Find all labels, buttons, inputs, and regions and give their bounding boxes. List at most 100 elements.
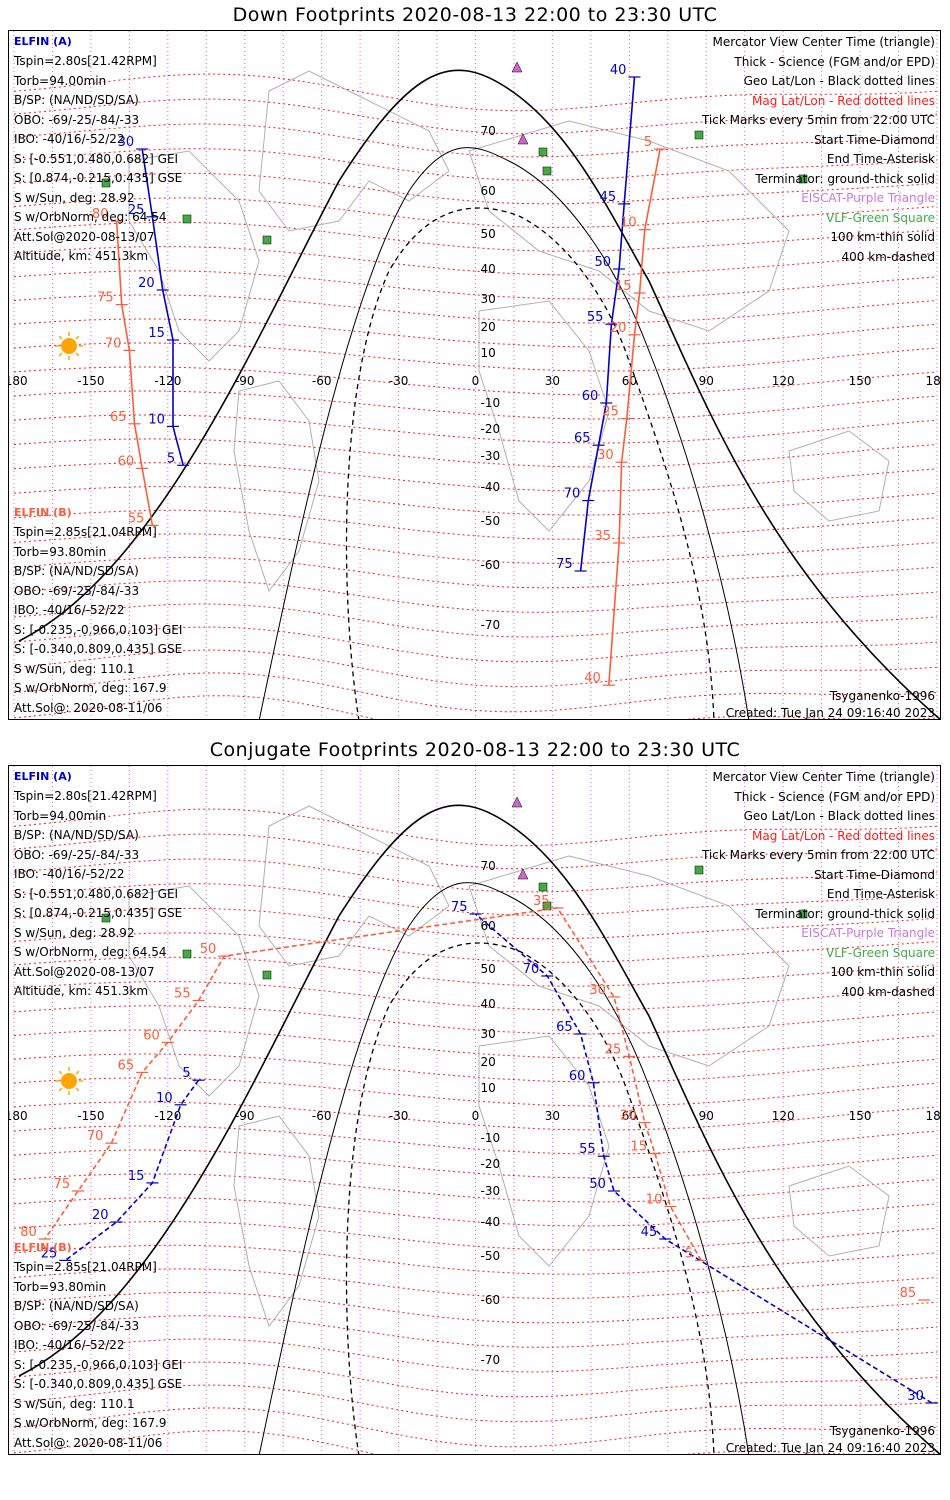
sun-ray	[75, 335, 80, 340]
elfin-b-info-line: IBO: -40/16/-52/22	[14, 1338, 125, 1352]
latitude-tick-label: -30	[481, 1184, 501, 1198]
mag-latitude-line	[13, 366, 938, 396]
latitude-tick-label: 10	[481, 1081, 496, 1095]
latitude-tick-label: -50	[481, 1249, 501, 1263]
elfin-b-info-line: S: [-0.340,0.809,0.435] GSE	[14, 642, 183, 656]
legend-item: Mag Lat/Lon - Red dotted lines	[751, 93, 935, 108]
elfin-b-info-line: OBO: -69/-25/-84/-33	[14, 1318, 140, 1333]
sun-ray	[75, 1087, 80, 1092]
continent-outline	[258, 70, 450, 232]
elfin-b-tick-label: 75	[97, 291, 114, 306]
longitude-tick-label: -90	[235, 1109, 255, 1123]
longitude-tick-label: 90	[699, 1109, 714, 1123]
terminator-100km	[258, 882, 750, 1454]
legend-item: Geo Lat/Lon - Black dotted lines	[743, 74, 935, 88]
continent-outline	[468, 855, 790, 1067]
mag-latitude-line	[13, 883, 938, 916]
sun-ray	[58, 352, 63, 357]
legend-item: End Time-Asterisk	[826, 152, 935, 166]
elfin-b-tick-label: 5	[685, 1246, 693, 1261]
latitude-tick-label: 60	[481, 184, 496, 198]
elfin-a-info-line: OBO: -69/-25/-84/-33	[14, 847, 140, 862]
longitude-tick-label: 150	[849, 1109, 872, 1123]
terminator-ground	[18, 804, 940, 1454]
elfin-b-tick-label: 35	[595, 529, 612, 544]
elfin-b-tick-label: 35	[533, 894, 550, 909]
legend-item: 100 km-thin solid	[830, 965, 935, 979]
mag-latitude-line	[13, 197, 938, 228]
elfin-b-info-line: Tspin=2.85s[21.04RPM]	[14, 525, 157, 539]
elfin-a-tick-label: 65	[556, 1020, 573, 1035]
longitude-tick-label: 150	[849, 374, 872, 388]
elfin-b-info-line: B/SP: (NA/ND/SD/SA)	[14, 564, 139, 578]
legend-item: VLF-Green Square	[826, 210, 935, 225]
legend-item: EISCAT-Purple Triangle	[801, 926, 935, 940]
elfin-a-tick-label: 20	[138, 276, 155, 291]
eiscat-triangle	[511, 796, 523, 808]
longitude-tick-label: 60	[622, 1109, 637, 1123]
legend-item: Thick - Science (FGM and/or EPD)	[734, 54, 935, 69]
sun-ray	[58, 1087, 63, 1092]
vlf-square	[798, 909, 808, 919]
mag-latitude-line	[13, 672, 938, 713]
elfin-b-tick-label: 50	[200, 942, 217, 957]
sun-ray	[58, 1070, 63, 1075]
vlf-square	[542, 166, 552, 176]
elfin-b-info-line: OBO: -69/-25/-84/-33	[14, 583, 140, 598]
elfin-b-tick-label: 60	[118, 454, 135, 469]
model-label: Tsyganenko-1996	[829, 1424, 935, 1438]
latitude-tick-label: -30	[481, 449, 501, 463]
mag-latitude-line	[13, 1221, 938, 1251]
mag-latitude-line	[13, 1268, 938, 1299]
down-footprints-title: Down Footprints 2020-08-13 22:00 to 23:3…	[232, 4, 718, 26]
legend-item: End Time-Asterisk	[826, 887, 935, 901]
mag-latitude-line	[13, 294, 938, 324]
latitude-tick-label: 50	[481, 962, 496, 976]
elfin-a-tick-label: 50	[595, 255, 612, 270]
elfin-b-tick-label: 15	[630, 1140, 647, 1155]
sun-icon	[61, 338, 77, 354]
created-timestamp: Created: Tue Jan 24 09:16:40 2023	[725, 706, 935, 720]
latitude-tick-label: -70	[481, 1353, 501, 1367]
legend-item: Thick - Science (FGM and/or EPD)	[734, 789, 935, 804]
elfin-b-tick-label: 80	[92, 207, 109, 222]
elfin-a-info-line: Tspin=2.80s[21.42RPM]	[14, 54, 157, 68]
legend-item: VLF-Green Square	[826, 945, 935, 960]
elfin-a-tick-label: 25	[128, 203, 145, 218]
longitude-tick-label: -30	[389, 1109, 409, 1123]
latitude-tick-label: -40	[481, 1215, 501, 1229]
terminator-100km	[258, 147, 750, 719]
mag-latitude-line	[13, 695, 938, 719]
continent-outline	[788, 1165, 890, 1257]
longitude-tick-label: 180	[926, 374, 941, 388]
elfin-b-tick-label: 5	[644, 135, 652, 150]
elfin-a-tick-label: 20	[92, 1208, 109, 1223]
continent-outline	[128, 885, 260, 1097]
elfin-a-tick-label: 5	[182, 1066, 190, 1081]
continent-outline	[258, 805, 450, 967]
mag-latitude-line	[13, 1173, 938, 1203]
elfin-b-tick-label: 30	[597, 448, 614, 463]
elfin-a-tick-label: 60	[569, 1069, 586, 1084]
conjugate-footprints-title: Conjugate Footprints 2020-08-13 22:00 to…	[209, 739, 741, 761]
elfin-a-tick-label: 45	[600, 190, 617, 205]
longitude-tick-label: -90	[235, 374, 255, 388]
elfin-b-tick-label: 15	[615, 279, 632, 294]
mag-latitude-line	[13, 533, 938, 564]
elfin-a-tick-label: 65	[574, 431, 591, 446]
elfin-b-track	[608, 148, 661, 686]
longitude-tick-label: -180	[9, 374, 28, 388]
legend-item: Terminator: ground-thick solid	[755, 171, 935, 186]
elfin-b-tick-label: 60	[143, 1028, 160, 1043]
mag-latitude-line	[13, 1125, 938, 1155]
elfin-b-tick-label: 10	[620, 216, 637, 231]
elfin-a-info-line: Att.Sol@2020-08-13/07	[14, 964, 155, 979]
vlf-square	[538, 882, 548, 892]
elfin-a-tick-label: 60	[582, 389, 599, 404]
terminator-400km	[345, 207, 715, 719]
longitude-tick-label: -30	[389, 374, 409, 388]
eiscat-triangle	[517, 133, 529, 145]
elfin-b-info-line: Att.Sol@: 2020-08-11/06	[14, 1435, 163, 1450]
mag-latitude-line	[13, 318, 938, 348]
elfin-a-info-line: S: [-0.551,0.480,0.682] GEI	[14, 151, 179, 166]
